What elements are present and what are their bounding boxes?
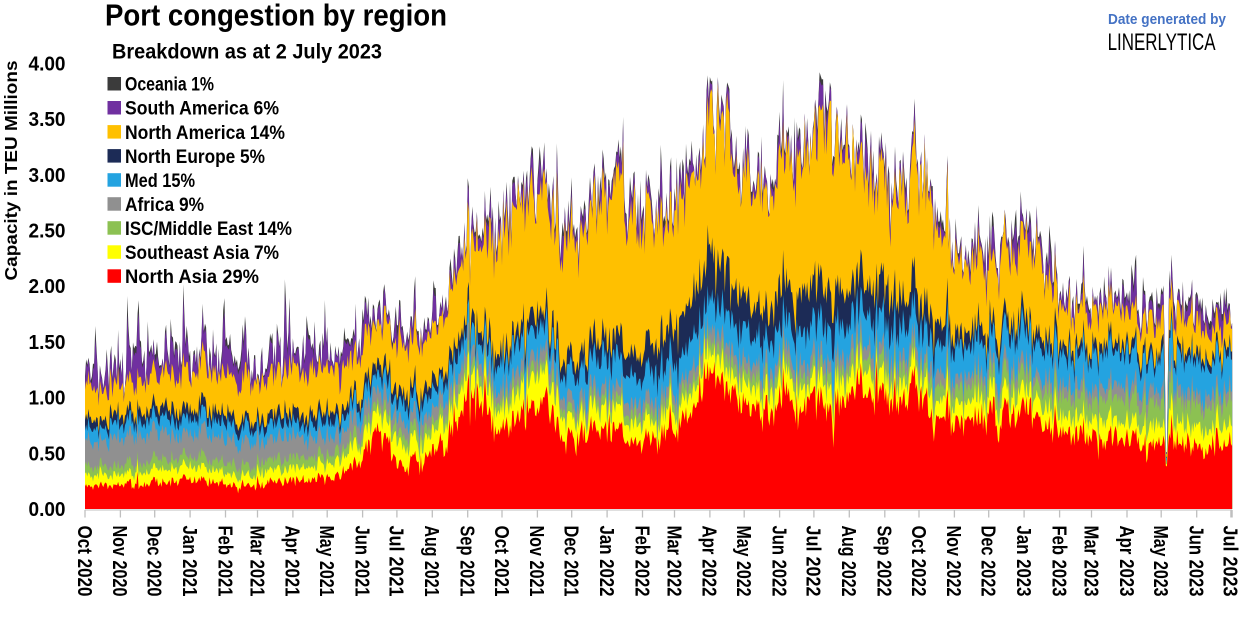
svg-text:Jul 2022: Jul 2022 xyxy=(802,526,824,597)
svg-text:Nov 2022: Nov 2022 xyxy=(942,526,964,597)
svg-text:Jan 2023: Jan 2023 xyxy=(1012,526,1034,597)
svg-text:Sep 2022: Sep 2022 xyxy=(873,526,895,597)
svg-text:4.00: 4.00 xyxy=(29,53,66,75)
svg-text:May 2023: May 2023 xyxy=(1149,526,1171,597)
svg-text:Capacity in TEU Millions: Capacity in TEU Millions xyxy=(1,60,21,280)
svg-text:Africa 9%: Africa 9% xyxy=(125,194,204,216)
svg-text:LINERLYTICA: LINERLYTICA xyxy=(1108,29,1216,56)
svg-text:Med 15%: Med 15% xyxy=(125,170,195,192)
svg-text:Apr 2023: Apr 2023 xyxy=(1115,526,1137,597)
svg-text:Port congestion by region: Port congestion by region xyxy=(105,0,447,33)
svg-text:Jun 2023: Jun 2023 xyxy=(1185,526,1207,597)
svg-text:Nov 2020: Nov 2020 xyxy=(108,526,130,597)
svg-text:ISC/Middle East 14%: ISC/Middle East 14% xyxy=(125,218,292,240)
svg-text:Jan 2021: Jan 2021 xyxy=(178,526,200,597)
svg-text:May 2021: May 2021 xyxy=(315,526,337,597)
svg-text:North Asia 29%: North Asia 29% xyxy=(125,266,259,288)
svg-text:North America 14%: North America 14% xyxy=(125,122,285,144)
svg-text:Sep 2021: Sep 2021 xyxy=(456,526,478,597)
svg-text:2.50: 2.50 xyxy=(29,221,66,243)
svg-text:Dec 2022: Dec 2022 xyxy=(977,526,999,597)
svg-text:Jun 2022: Jun 2022 xyxy=(767,526,789,597)
svg-text:Mar 2022: Mar 2022 xyxy=(662,526,684,597)
svg-text:Nov 2021: Nov 2021 xyxy=(525,526,547,597)
svg-text:Jul 2023: Jul 2023 xyxy=(1219,526,1241,597)
svg-text:Oct 2021: Oct 2021 xyxy=(490,526,512,597)
svg-text:Jun 2021: Jun 2021 xyxy=(350,526,372,597)
svg-text:Dec 2021: Dec 2021 xyxy=(560,526,582,597)
svg-text:3.00: 3.00 xyxy=(29,165,66,187)
svg-text:Mar 2021: Mar 2021 xyxy=(245,526,267,597)
svg-text:Southeast Asia 7%: Southeast Asia 7% xyxy=(125,242,279,264)
svg-text:North Europe 5%: North Europe 5% xyxy=(125,146,265,168)
svg-text:Apr 2021: Apr 2021 xyxy=(281,526,303,597)
svg-text:Feb 2022: Feb 2022 xyxy=(630,526,652,597)
svg-text:3.50: 3.50 xyxy=(29,109,66,131)
svg-text:1.00: 1.00 xyxy=(29,388,66,410)
svg-text:Apr 2022: Apr 2022 xyxy=(698,526,720,597)
svg-text:Jul 2021: Jul 2021 xyxy=(385,526,407,597)
svg-text:0.00: 0.00 xyxy=(29,499,66,521)
svg-text:1.50: 1.50 xyxy=(29,332,66,354)
svg-text:Date generated by: Date generated by xyxy=(1108,12,1226,28)
svg-text:2.00: 2.00 xyxy=(29,276,66,298)
svg-text:Aug 2021: Aug 2021 xyxy=(420,526,442,597)
svg-text:May 2022: May 2022 xyxy=(732,526,754,597)
svg-text:Dec 2020: Dec 2020 xyxy=(143,526,165,597)
svg-text:Oct 2020: Oct 2020 xyxy=(73,526,95,597)
svg-text:Oceania 1%: Oceania 1% xyxy=(125,74,214,96)
svg-text:0.50: 0.50 xyxy=(29,443,66,465)
svg-text:South America 6%: South America 6% xyxy=(125,98,279,120)
svg-text:Jan 2022: Jan 2022 xyxy=(595,526,617,597)
svg-text:Mar 2023: Mar 2023 xyxy=(1079,526,1101,597)
svg-text:Oct 2022: Oct 2022 xyxy=(907,526,929,597)
svg-text:Breakdown as at 2 July 2023: Breakdown as at 2 July 2023 xyxy=(112,41,382,64)
svg-text:Feb 2023: Feb 2023 xyxy=(1047,526,1069,597)
svg-text:Aug 2022: Aug 2022 xyxy=(837,526,859,597)
svg-text:Feb 2021: Feb 2021 xyxy=(213,526,235,597)
